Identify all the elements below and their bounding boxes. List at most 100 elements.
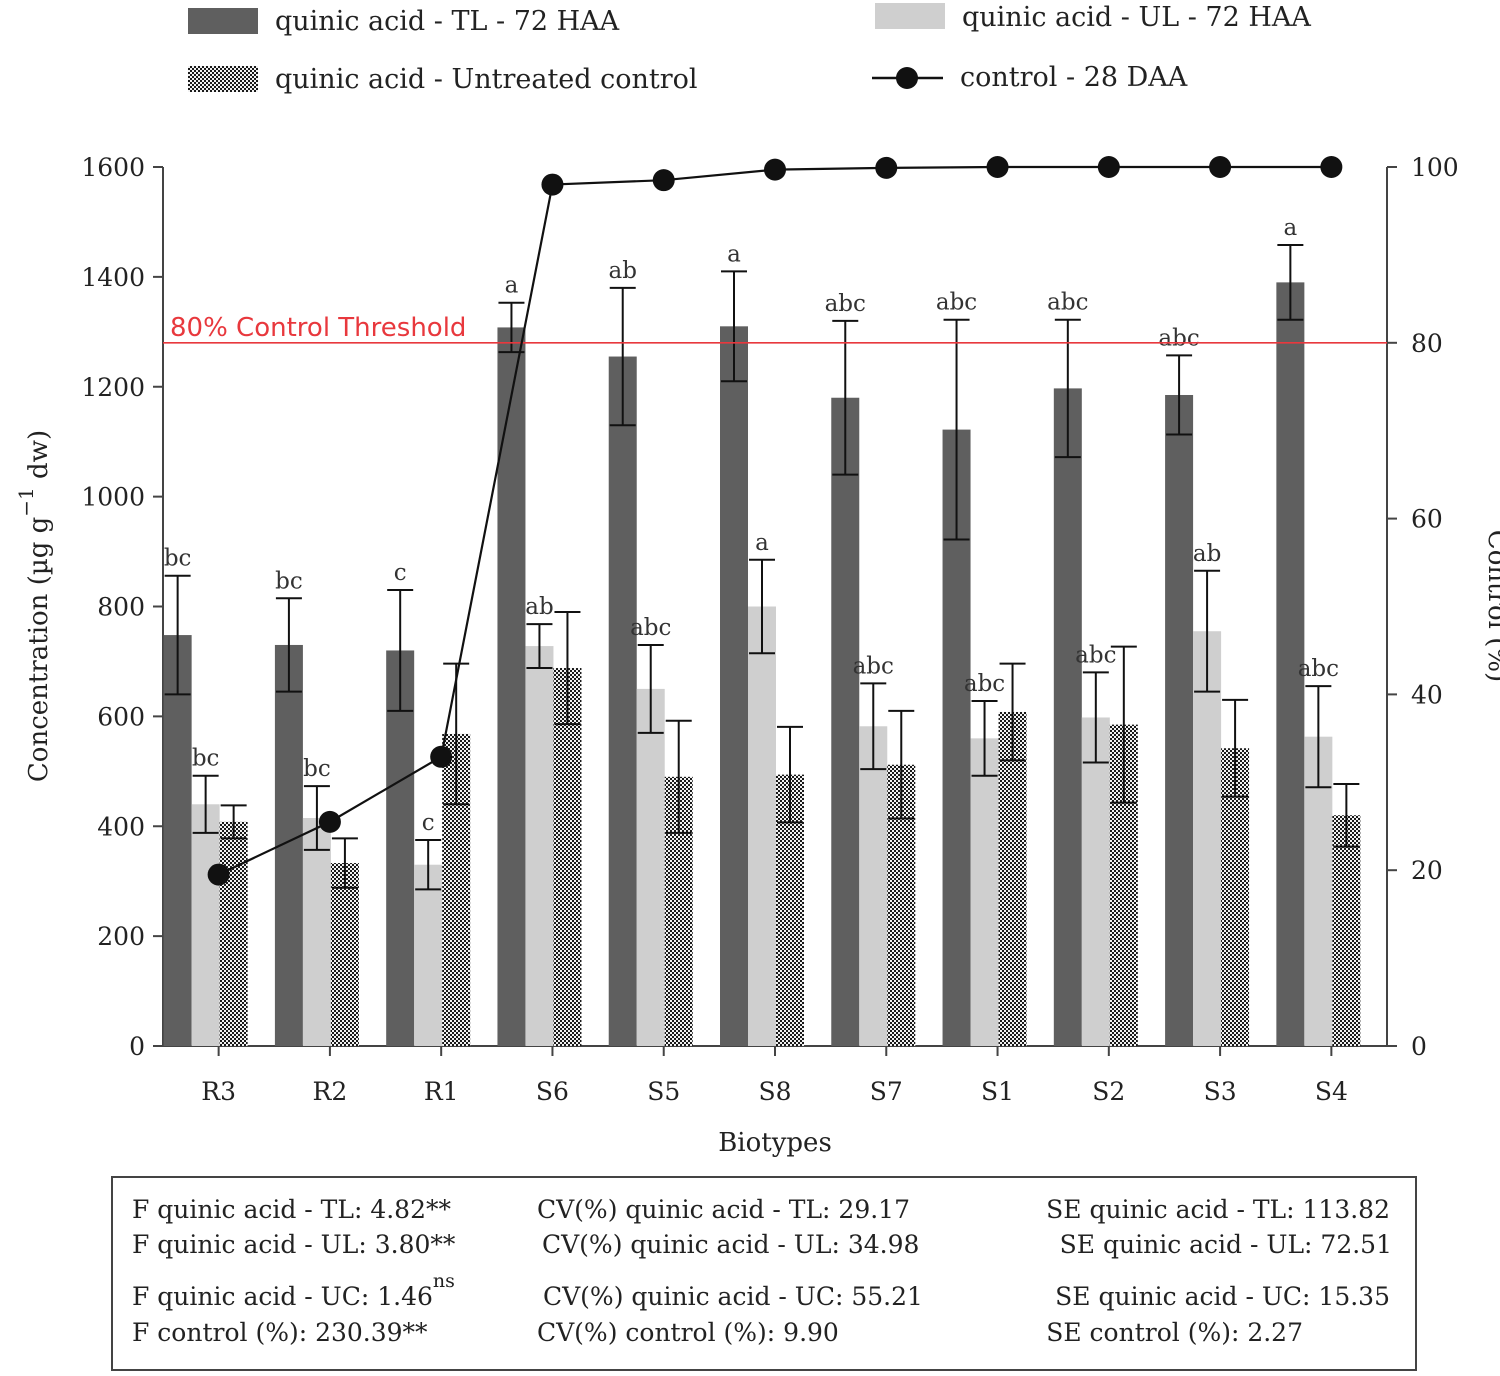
stats-row-3-col-1-superscript: ns (433, 1270, 455, 1292)
bar-series-2 (748, 606, 776, 1046)
bar-series-3 (219, 821, 248, 1046)
bar-series-1 (1276, 282, 1305, 1046)
error-bar (943, 318, 970, 541)
control-line-point (986, 156, 1009, 178)
stats-box: F quinic acid - TL: 4.82** CV(%) quinic … (111, 1176, 1417, 1371)
error-bar (387, 589, 414, 712)
stats-row-2-col-1: F quinic acid - UL: 3.80** (132, 1230, 456, 1259)
control-line-point (541, 173, 564, 196)
significance-letter: bc (192, 746, 220, 772)
x-axis-title: Biotypes (718, 1128, 832, 1158)
left-tick-label: 1400 (81, 263, 145, 292)
y-axis-title-main: Concentration (µg g (24, 517, 54, 782)
control-line-point (207, 863, 230, 886)
x-tick-label: S4 (1315, 1077, 1348, 1106)
error-bar (721, 270, 747, 383)
control-line-point (430, 745, 453, 768)
bar-series-2 (636, 688, 665, 1046)
significance-letter: abc (630, 615, 671, 641)
right-tick-label: 60 (1411, 505, 1443, 534)
error-bar (1305, 685, 1332, 789)
legend-swatch-ul (875, 3, 945, 29)
control-line-point (1209, 156, 1232, 178)
left-tick-label: 1200 (81, 373, 145, 402)
stats-box-frame (111, 1176, 1417, 1371)
significance-letter: c (394, 560, 407, 586)
error-bar (275, 597, 302, 693)
error-bar (192, 774, 219, 834)
error-bar (999, 662, 1026, 762)
y2-axis-title: Control (%) (1482, 530, 1500, 682)
error-bar (415, 838, 442, 891)
error-bar (860, 682, 887, 771)
bar-series-3 (1221, 748, 1250, 1046)
bar-series-2 (414, 864, 443, 1046)
control-line-point (1320, 156, 1343, 178)
control-line-series (207, 156, 1343, 886)
bar-series-1 (497, 327, 526, 1047)
bar-series-1 (1165, 394, 1194, 1047)
significance-letter: bc (303, 756, 331, 782)
left-tick-label: 1000 (81, 483, 145, 512)
legend-label-tl: quinic acid - TL - 72 HAA (275, 6, 620, 37)
error-bar (665, 719, 692, 834)
bar-series-3 (553, 668, 582, 1046)
x-tick-label: S2 (1092, 1077, 1125, 1106)
significance-letter: abc (1298, 656, 1339, 682)
bar-series-1 (163, 635, 192, 1046)
bar-series-3 (998, 711, 1027, 1046)
significance-letter: abc (936, 290, 977, 316)
significance-letter: bc (275, 568, 303, 594)
threshold: 80% Control Threshold (163, 313, 1387, 344)
bar-series-2 (859, 726, 888, 1046)
right-tick-label: 40 (1411, 680, 1443, 709)
right-tick-label: 20 (1411, 856, 1443, 885)
significance-letter: a (505, 273, 519, 299)
error-bar (526, 623, 553, 670)
stats-row-1-col-3: SE quinic acid - TL: 113.82 (1046, 1195, 1390, 1224)
error-bar (832, 319, 859, 476)
bar-series-1 (386, 650, 415, 1046)
significance-letter: abc (853, 653, 894, 679)
left-tick-label: 200 (97, 922, 145, 951)
significance-letter: c (422, 810, 435, 836)
legend-swatch-uc (188, 66, 258, 92)
x-tick-label: S5 (647, 1077, 680, 1106)
error-bar (777, 725, 803, 824)
y-axis-title: Concentration (µg g−1 dw) (14, 430, 54, 782)
bar-series-2 (1081, 717, 1110, 1046)
stats-row-2-col-3: SE quinic acid - UL: 72.51 (1060, 1230, 1392, 1259)
control-line-point (318, 810, 341, 833)
error-bar (164, 574, 191, 696)
x-tick-label: R1 (424, 1077, 459, 1106)
axes: 0 200 400 600 800 1000 1200 1400 1600 0 20 40 60 80 1… (14, 153, 1500, 1158)
x-tick-label: S8 (758, 1077, 791, 1106)
significance-letter: ab (525, 594, 553, 620)
bar-series-2 (302, 818, 331, 1046)
error-bar (220, 804, 247, 840)
y-axis-title-superscript: −1 (14, 487, 38, 516)
stats-row-1-col-1: F quinic acid - TL: 4.82** (132, 1195, 451, 1224)
bar-series-3 (1332, 815, 1361, 1046)
significance-letter: a (1284, 215, 1298, 241)
error-bar (609, 286, 636, 427)
error-bar (1277, 244, 1304, 321)
left-tick-label: 1600 (81, 153, 145, 182)
legend-swatch-tl (188, 8, 258, 34)
legend-swatch-control-marker (896, 67, 918, 89)
bar-series-1 (831, 397, 860, 1046)
left-tick-label: 800 (97, 593, 145, 622)
error-bar (749, 558, 775, 655)
error-bar (554, 610, 581, 726)
right-axis-ticks: 0 20 40 60 80 100 (1387, 153, 1459, 1061)
stats-row-3-col-3: SE quinic acid - UC: 15.35 (1055, 1282, 1390, 1311)
significance-letter: abc (1047, 290, 1088, 316)
right-tick-label: 0 (1411, 1032, 1427, 1061)
control-line-point (764, 158, 786, 181)
error-bar (971, 699, 998, 777)
left-axis-ticks: 0 200 400 600 800 1000 1200 1400 1600 (81, 153, 163, 1061)
bar-series-1 (720, 326, 748, 1047)
significance-letter: ab (609, 258, 637, 284)
error-bar (1222, 698, 1249, 798)
